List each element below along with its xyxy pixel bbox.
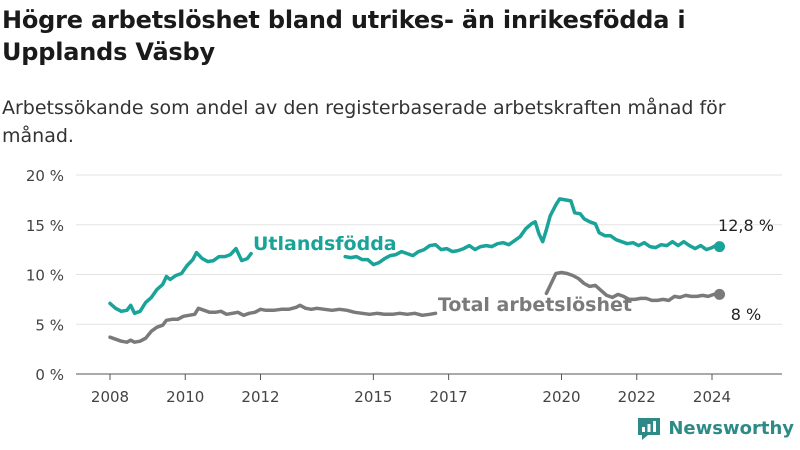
series-line-utlandsfodda <box>108 246 253 316</box>
series-end-point-utlandsfodda <box>714 241 726 253</box>
series-label-total: Total arbetslöshet <box>438 294 632 316</box>
x-tick-label: 2020 <box>542 388 580 406</box>
chart-subtitle: Arbetssökande som andel av den registerb… <box>2 97 726 147</box>
x-tick-label: 2015 <box>354 388 392 406</box>
series-end-point-total <box>714 288 726 300</box>
series-line-utlandsfodda <box>343 197 722 267</box>
newsworthy-logo-icon <box>638 418 661 440</box>
series-line-total <box>108 303 438 344</box>
y-tick-label: 15 % <box>26 217 64 235</box>
x-tick-label: 2022 <box>618 388 656 406</box>
y-tick-label: 5 % <box>35 316 64 334</box>
x-tick-label: 2017 <box>430 388 468 406</box>
y-tick-label: 20 % <box>26 167 64 185</box>
series-label-utlandsfodda: Utlandsfödda <box>253 233 397 255</box>
x-tick-label: 2010 <box>166 388 204 406</box>
end-value-label-total: 8 % <box>731 305 761 324</box>
x-tick-label: 2024 <box>693 388 731 406</box>
series-line-total <box>544 270 722 303</box>
y-tick-label: 0 % <box>35 366 64 384</box>
x-tick-label: 2012 <box>241 388 279 406</box>
brand-logo: Newsworthy <box>636 414 794 442</box>
x-tick-label: 2008 <box>91 388 129 406</box>
end-value-label-utlandsfodda: 12,8 % <box>718 216 774 235</box>
chart-title: Högre arbetslöshet bland utrikes- än inr… <box>2 6 686 66</box>
brand-name: Newsworthy <box>668 417 794 439</box>
y-tick-label: 10 % <box>26 267 64 285</box>
